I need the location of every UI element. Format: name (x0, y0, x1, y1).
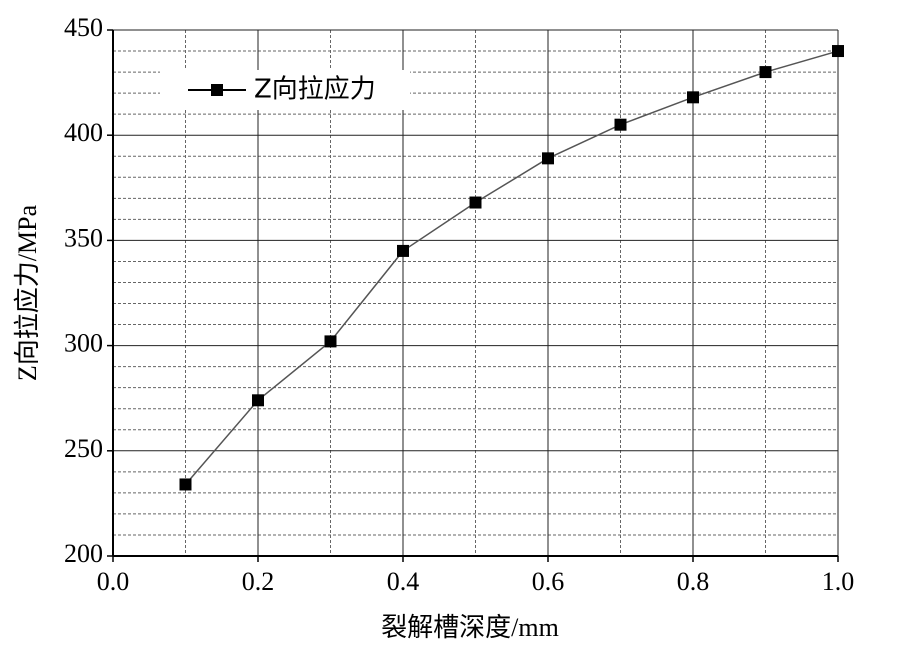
y-axis-label: Z向拉应力/MPa (13, 204, 42, 381)
line (184, 50, 839, 485)
marker (324, 335, 337, 348)
y-tick-label: 250 (64, 434, 103, 463)
marker (179, 478, 192, 491)
marker (614, 118, 627, 131)
y-tick-label: 450 (64, 13, 103, 42)
legend-label: Z向拉应力 (254, 75, 376, 105)
x-tick-label: 0.6 (532, 567, 565, 596)
y-tick-label: 200 (64, 539, 103, 568)
marker (759, 66, 772, 79)
y-tick-label: 300 (64, 329, 103, 358)
marker (542, 152, 554, 165)
marker (252, 394, 264, 407)
x-tick-label: 0.2 (242, 567, 275, 596)
x-tick-label: 0.0 (97, 567, 130, 596)
legend-marker (211, 84, 223, 96)
y-tick-label: 400 (64, 118, 103, 147)
x-axis-label: 裂解槽深度/mm (381, 613, 559, 642)
marker (832, 45, 844, 58)
x-tick-label: 0.8 (677, 567, 710, 596)
marker (687, 91, 699, 104)
x-tick-label: 1.0 (822, 567, 855, 596)
marker (469, 196, 482, 209)
y-tick-label: 350 (64, 223, 103, 252)
marker (397, 244, 409, 257)
x-tick-label: 0.4 (387, 567, 420, 596)
